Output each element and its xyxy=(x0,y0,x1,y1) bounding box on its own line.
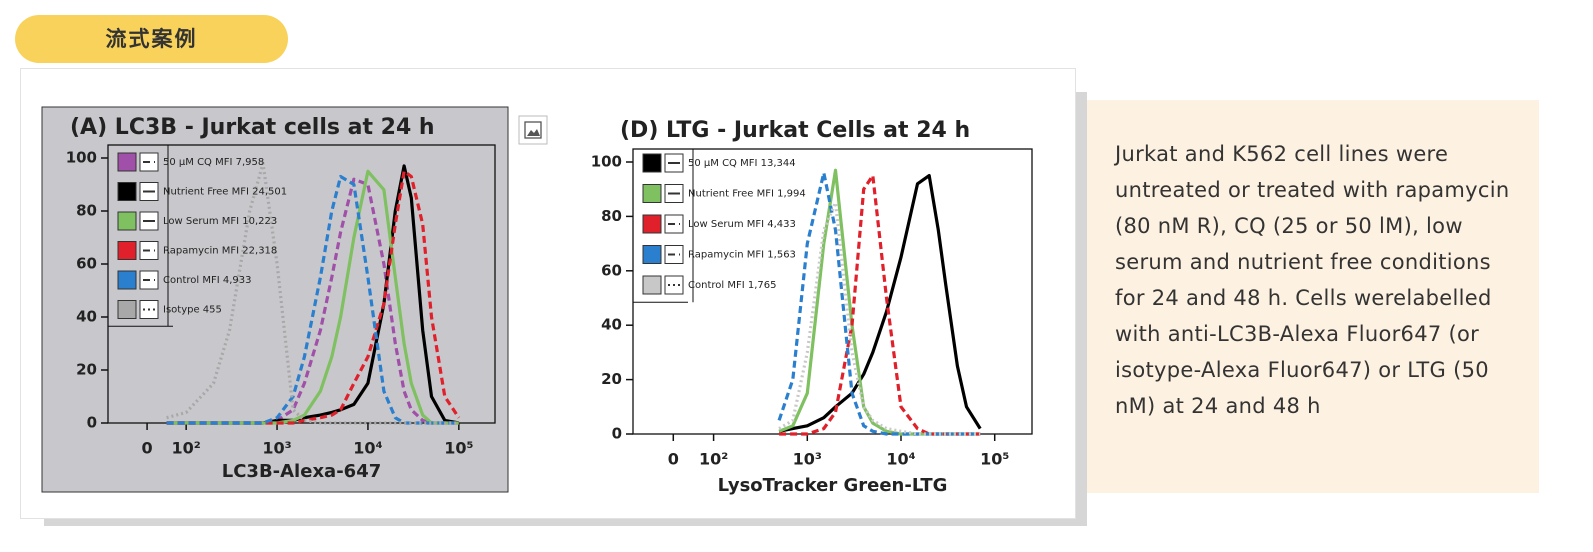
legend-swatch xyxy=(642,275,662,295)
legend-swatch xyxy=(117,270,137,290)
x-tick-label: 0 xyxy=(142,439,153,458)
legend-swatch xyxy=(642,184,662,203)
legend-label: 50 µM CQ MFI 7,958 xyxy=(163,157,264,168)
legend-swatch xyxy=(117,300,137,319)
legend-swatch xyxy=(642,214,662,234)
y-tick-label: 20 xyxy=(76,361,97,379)
y-tick-label: 60 xyxy=(601,261,622,279)
x-tick-label: 10³ xyxy=(262,439,291,458)
chart-title: (A) LC3B - Jurkat cells at 24 h xyxy=(70,115,435,140)
legend-label: Low Serum MFI 4,433 xyxy=(688,219,796,230)
charts: (A) LC3B - Jurkat cells at 24 h LC3B-Alex… xyxy=(41,106,1033,496)
y-tick-label: 80 xyxy=(76,202,97,220)
legend-label: Control MFI 4,933 xyxy=(163,275,251,286)
legend-swatch xyxy=(117,182,137,201)
x-tick-label: 10² xyxy=(699,450,728,469)
x-tick-label: 10⁴ xyxy=(353,439,382,458)
x-axis-label: LysoTracker Green-LTG xyxy=(718,475,948,496)
legend-label: Nutrient Free MFI 1,994 xyxy=(688,189,806,200)
x-tick-label: 10⁵ xyxy=(980,450,1009,469)
y-tick-label: 40 xyxy=(76,308,97,326)
legend-label: Nutrient Free MFI 24,501 xyxy=(163,187,287,198)
histogram-line xyxy=(166,161,459,425)
legend-frame xyxy=(633,149,694,303)
legend-label: Low Serum MFI 10,223 xyxy=(163,216,277,227)
legend-label: Rapamycin MFI 1,563 xyxy=(688,250,796,261)
y-tick-label: 100 xyxy=(66,149,97,167)
chart-title: (D) LTG - Jurkat Cells at 24 h xyxy=(620,118,970,143)
x-tick-label: 10² xyxy=(172,439,201,458)
histogram-line xyxy=(166,174,459,425)
description: Jurkat and K562 cell lines were untreate… xyxy=(1087,100,1539,493)
y-tick-label: 20 xyxy=(601,370,622,388)
y-tick-label: 100 xyxy=(591,153,622,171)
legend-label: Isotype 455 xyxy=(163,305,222,316)
x-tick-label: 10⁴ xyxy=(886,450,915,469)
histogram-line xyxy=(778,174,982,433)
y-tick-label: 60 xyxy=(76,255,97,273)
legend-swatch xyxy=(117,152,137,172)
x-tick-label: 10³ xyxy=(793,450,822,469)
legend-label: Control MFI 1,765 xyxy=(688,280,776,291)
legend-swatch xyxy=(117,241,137,260)
legend-swatch xyxy=(642,245,662,264)
legend-label: 50 µM CQ MFI 13,344 xyxy=(688,158,796,169)
legend-frame xyxy=(108,145,173,327)
x-tick-label: 10⁵ xyxy=(444,439,473,458)
x-axis-label: LC3B-Alexa-647 xyxy=(222,461,382,482)
y-tick-label: 40 xyxy=(601,316,622,334)
y-tick-label: 0 xyxy=(87,414,97,432)
plot-frame xyxy=(107,144,496,424)
legend-swatch xyxy=(642,153,662,173)
section-tag: 流式案例 xyxy=(15,15,288,63)
legend-swatch xyxy=(117,211,137,231)
image-icon xyxy=(518,115,548,145)
legend-label: Rapamycin MFI 22,318 xyxy=(163,246,277,257)
y-tick-label: 80 xyxy=(601,207,622,225)
histogram-line xyxy=(778,201,981,436)
y-tick-label: 0 xyxy=(612,425,622,443)
x-tick-label: 0 xyxy=(668,450,679,469)
